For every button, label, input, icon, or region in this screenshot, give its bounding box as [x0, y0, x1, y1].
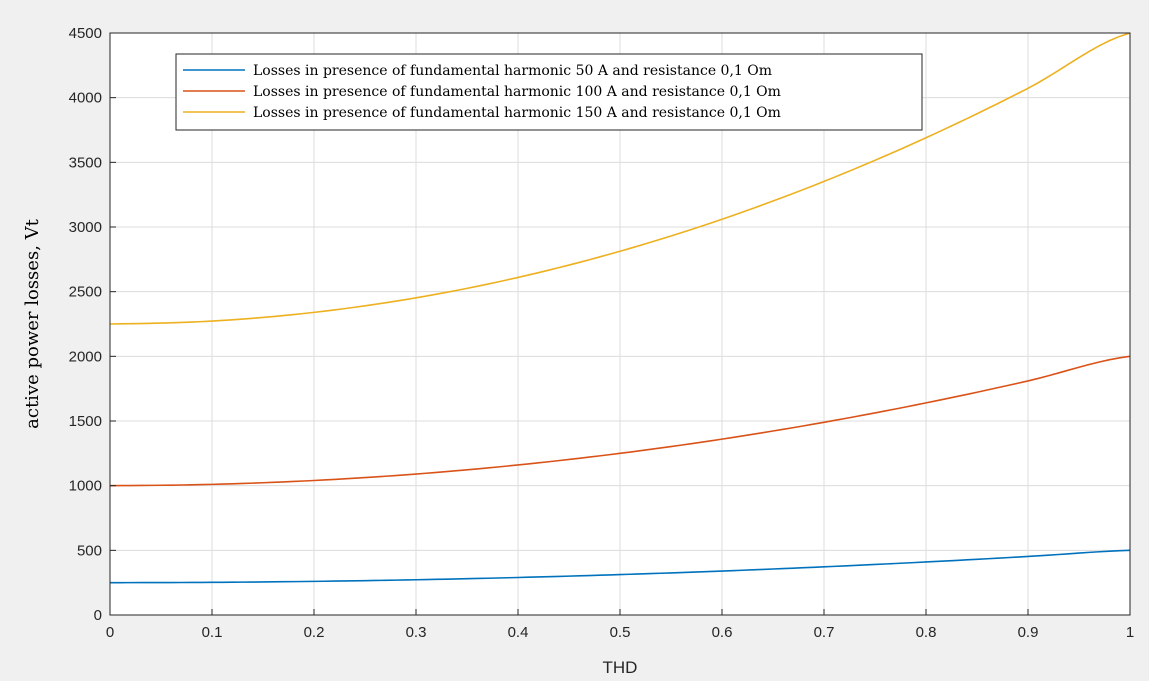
series-line-3: [109, 32, 1131, 325]
x-tick-label: 0: [106, 624, 114, 641]
x-tick-label: 0.9: [1018, 624, 1039, 641]
x-axis-ticks: 0 0.1 0.2 0.3 0.4 0.5 0.6 0.7 0.8 0.9 1: [106, 609, 1134, 641]
y-tick-label: 4000: [69, 90, 102, 107]
x-tick-label: 0.1: [202, 624, 223, 641]
series-lines: [109, 32, 1131, 584]
x-tick-label: 0.4: [508, 624, 529, 641]
legend-label-3: Losses in presence of fundamental harmon…: [253, 105, 781, 121]
series-line-2: [109, 355, 1131, 487]
y-tick-label: 1500: [69, 413, 102, 430]
y-axis-label: active power losses, Vt: [22, 218, 43, 428]
y-tick-label: 500: [77, 542, 102, 559]
y-tick-label: 3000: [69, 219, 102, 236]
x-tick-label: 0.6: [712, 624, 733, 641]
y-tick-label: 0: [94, 607, 102, 624]
y-tick-label: 3500: [69, 154, 102, 171]
y-axis-ticks: 0 500 1000 1500 2000 2500 3000 3500 4000 4500: [69, 25, 116, 624]
x-tick-label: 0.5: [610, 624, 631, 641]
legend-label-2: Losses in presence of fundamental harmon…: [253, 84, 781, 100]
x-tick-label: 0.2: [304, 624, 325, 641]
x-tick-label: 0.7: [814, 624, 835, 641]
legend-box: [175, 53, 923, 131]
legend: Losses in presence of fundamental harmon…: [175, 53, 923, 131]
y-tick-label: 2000: [69, 348, 102, 365]
legend-label-1: Losses in presence of fundamental harmon…: [253, 63, 772, 79]
y-tick-label: 4500: [69, 25, 102, 42]
x-axis-label: THD: [603, 658, 638, 677]
x-tick-label: 0.8: [916, 624, 937, 641]
x-tick-label: 1: [1126, 624, 1134, 641]
series-line-1: [109, 549, 1131, 584]
y-tick-label: 2500: [69, 284, 102, 301]
y-tick-label: 1000: [69, 478, 102, 495]
x-tick-label: 0.3: [406, 624, 427, 641]
